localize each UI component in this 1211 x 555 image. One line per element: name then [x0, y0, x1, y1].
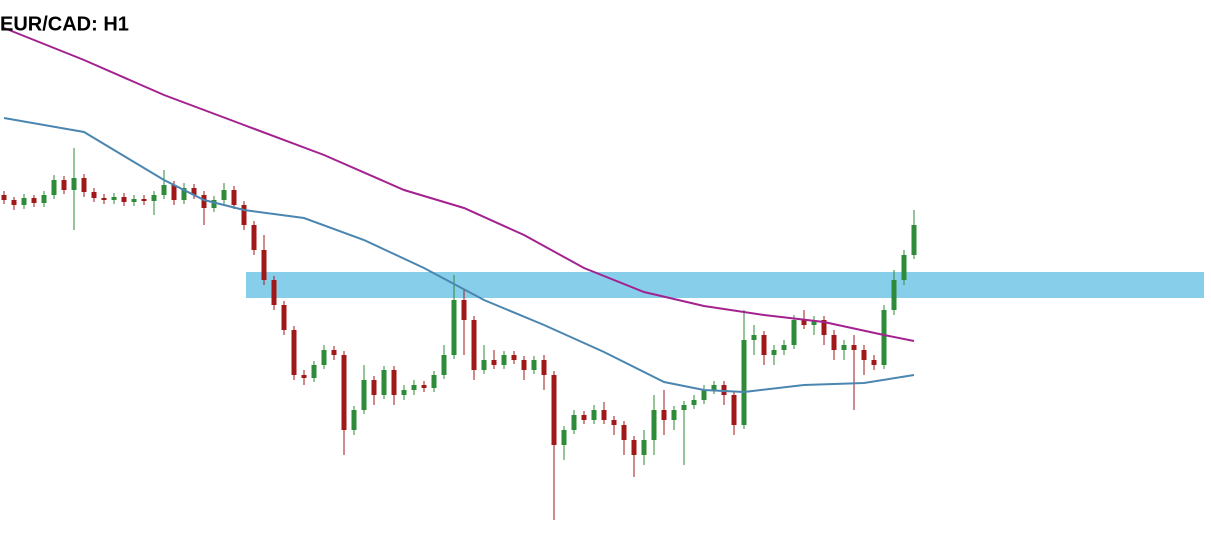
- candle-body: [41, 195, 47, 203]
- candle-body: [861, 350, 867, 360]
- candle-body: [81, 178, 87, 192]
- candle-body: [131, 199, 137, 202]
- candle-body: [441, 355, 447, 375]
- candle-body: [251, 225, 257, 250]
- candle-body: [61, 180, 67, 190]
- candle-body: [391, 370, 397, 395]
- candle-body: [231, 190, 237, 205]
- chart-title: EUR/CAD: H1: [0, 13, 129, 35]
- candle-body: [571, 415, 577, 430]
- candle-body: [11, 200, 17, 205]
- candle-body: [361, 380, 367, 410]
- candle-body: [51, 180, 57, 195]
- candle-body: [451, 300, 457, 355]
- candle-body: [91, 192, 97, 198]
- candle-body: [761, 335, 767, 355]
- candle-body: [701, 390, 707, 400]
- candle-body: [871, 360, 877, 365]
- candle-body: [791, 320, 797, 345]
- candle-body: [621, 425, 627, 440]
- moving-average-line: [3, 27, 915, 342]
- candle-body: [801, 320, 807, 325]
- candle-body: [181, 188, 187, 200]
- candle-body: [1, 195, 7, 200]
- candle-body: [671, 410, 677, 420]
- candle-body: [171, 185, 177, 200]
- candle-body: [651, 410, 657, 440]
- candle-body: [821, 320, 827, 335]
- resistance-zone: [246, 272, 1204, 298]
- candle-body: [301, 375, 307, 378]
- candle-body: [431, 375, 437, 388]
- candle-body: [831, 335, 837, 350]
- candle-body: [21, 198, 27, 205]
- candle-body: [331, 350, 337, 355]
- candle-body: [241, 205, 247, 225]
- candle-body: [781, 345, 787, 350]
- candle-body: [261, 250, 267, 280]
- candle-body: [581, 415, 587, 420]
- candle-body: [521, 360, 527, 370]
- candle-body: [771, 350, 777, 355]
- candle-body: [511, 355, 517, 360]
- candle-body: [751, 335, 757, 340]
- candle-body: [811, 320, 817, 325]
- candle-body: [561, 430, 567, 445]
- candle-body: [151, 195, 157, 201]
- candle-body: [731, 395, 737, 425]
- candle-body: [221, 190, 227, 200]
- candle-body: [141, 199, 147, 201]
- candle-body: [631, 440, 637, 455]
- candle-body: [881, 310, 887, 365]
- moving-average-line: [3, 117, 915, 394]
- candle-body: [681, 405, 687, 410]
- candle-body: [271, 280, 277, 305]
- candle-body: [401, 390, 407, 395]
- candle-body: [541, 360, 547, 375]
- candle-body: [71, 178, 77, 190]
- candle-body: [891, 280, 897, 310]
- candle-body: [901, 255, 907, 280]
- candle-body: [841, 345, 847, 350]
- candle-body: [591, 410, 597, 420]
- candle-body: [911, 225, 917, 255]
- candle-body: [101, 198, 107, 200]
- candle-body: [661, 410, 667, 420]
- candle-body: [601, 410, 607, 420]
- candle-body: [341, 355, 347, 430]
- candle-body: [611, 420, 617, 425]
- candle-body: [501, 355, 507, 365]
- candle-body: [691, 400, 697, 405]
- candle-body: [291, 330, 297, 375]
- candle-body: [421, 385, 427, 388]
- candle-body: [551, 375, 557, 445]
- candle-body: [201, 195, 207, 208]
- candle-body: [211, 200, 217, 208]
- candle-body: [481, 360, 487, 370]
- candle-body: [491, 360, 497, 365]
- candle-body: [471, 320, 477, 370]
- candle-body: [281, 305, 287, 330]
- candle-body: [371, 380, 377, 395]
- candle-body: [711, 385, 717, 390]
- candle-body: [851, 345, 857, 350]
- candle-body: [351, 410, 357, 430]
- candle-body: [461, 300, 467, 320]
- candle-body: [381, 370, 387, 395]
- candle-body: [31, 198, 37, 203]
- candle-body: [741, 340, 747, 425]
- candle-body: [641, 440, 647, 455]
- candle-body: [121, 197, 127, 202]
- candle-body: [531, 360, 537, 370]
- candle-body: [111, 197, 117, 200]
- candle-body: [161, 185, 167, 195]
- candle-body: [191, 188, 197, 195]
- candle-body: [321, 350, 327, 365]
- candle-body: [311, 365, 317, 378]
- candle-body: [411, 385, 417, 390]
